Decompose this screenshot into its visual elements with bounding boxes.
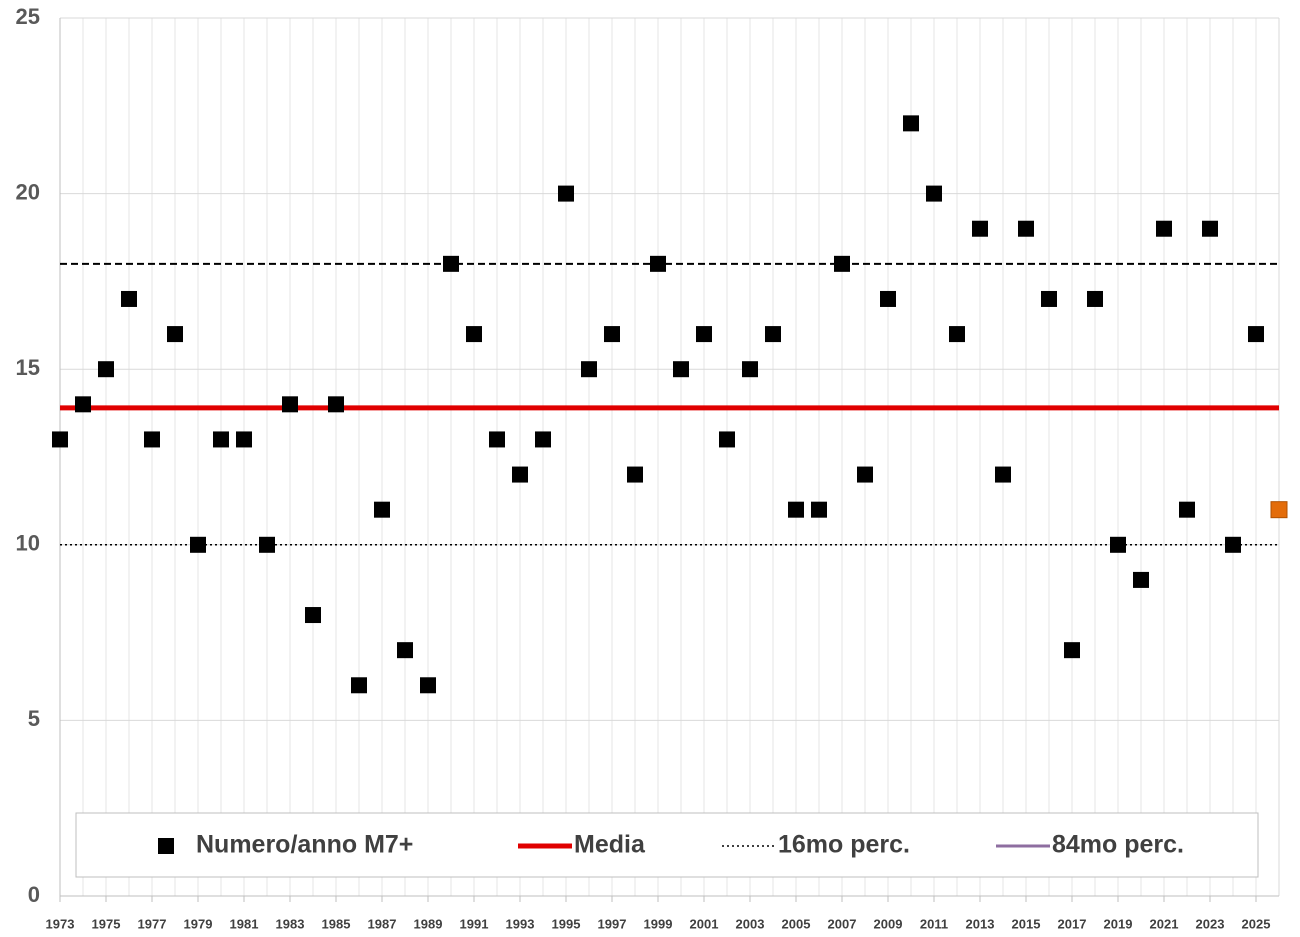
point [673,361,689,378]
x-tick-label: 2005 [782,916,811,931]
x-tick-label: 2013 [966,916,995,931]
point [857,466,873,483]
point [512,466,528,483]
point [995,466,1011,483]
point [1018,220,1034,237]
point [972,220,988,237]
point [443,255,459,272]
legend-marker [158,838,174,854]
legend-box [75,812,1259,878]
point [374,501,390,518]
x-tick-label: 1981 [230,916,259,931]
y-tick-label: 20 [16,179,40,204]
x-tick-label: 2003 [736,916,765,931]
point [328,396,344,413]
point [903,115,919,132]
point [259,536,275,553]
x-tick-label: 1985 [322,916,351,931]
x-tick-label: 1997 [598,916,627,931]
point [52,431,68,448]
point [581,361,597,378]
point [351,677,367,694]
x-tick-label: 1993 [506,916,535,931]
point [1041,290,1057,307]
x-tick-label: 1983 [276,916,305,931]
x-tick-label: 2015 [1012,916,1041,931]
point [926,185,942,202]
point [1225,536,1241,553]
x-tick-label: 1973 [46,916,75,931]
point [1087,290,1103,307]
point [98,361,114,378]
legend-label: Numero/anno M7+ [196,831,413,859]
x-tick-label: 1987 [368,916,397,931]
x-tick-label: 2023 [1196,916,1225,931]
x-tick-label: 1977 [138,916,167,931]
legend-label: Media [574,831,646,859]
y-tick-label: 5 [28,706,40,731]
point [282,396,298,413]
point [558,185,574,202]
x-tick-label: 1989 [414,916,443,931]
x-tick-label: 2021 [1150,916,1179,931]
point [811,501,827,518]
x-tick-label: 2007 [828,916,857,931]
point [397,642,413,659]
point [213,431,229,448]
point [305,607,321,624]
x-tick-label: 1999 [644,916,673,931]
x-tick-label: 2025 [1242,916,1271,931]
point [880,290,896,307]
point [121,290,137,307]
point [604,326,620,343]
x-tick-label: 2009 [874,916,903,931]
x-tick-label: 1991 [460,916,489,931]
point [1110,536,1126,553]
x-tick-label: 2019 [1104,916,1133,931]
point [236,431,252,448]
point [144,431,160,448]
point [1064,642,1080,659]
y-tick-label: 10 [16,531,40,556]
point [535,431,551,448]
point [696,326,712,343]
x-tick-label: 1995 [552,916,581,931]
y-tick-label: 15 [16,355,40,380]
x-tick-label: 1975 [92,916,121,931]
x-tick-label: 2001 [690,916,719,931]
point [1133,571,1149,588]
y-tick-label: 25 [16,4,40,29]
highlight-point [1270,501,1288,519]
point [949,326,965,343]
point [788,501,804,518]
point [466,326,482,343]
legend-label: 84mo perc. [1052,831,1184,859]
point [742,361,758,378]
point [1156,220,1172,237]
y-tick-label: 0 [28,882,40,907]
point [1248,326,1264,343]
point [489,431,505,448]
point [190,536,206,553]
point [167,326,183,343]
point [650,255,666,272]
x-tick-label: 1979 [184,916,213,931]
point [75,396,91,413]
x-tick-label: 2011 [920,916,948,931]
point [627,466,643,483]
point [1179,501,1195,518]
point [420,677,436,694]
point [834,255,850,272]
point [1202,220,1218,237]
legend-label: 16mo perc. [778,831,910,859]
x-tick-label: 2017 [1058,916,1087,931]
point [719,431,735,448]
point [765,326,781,343]
